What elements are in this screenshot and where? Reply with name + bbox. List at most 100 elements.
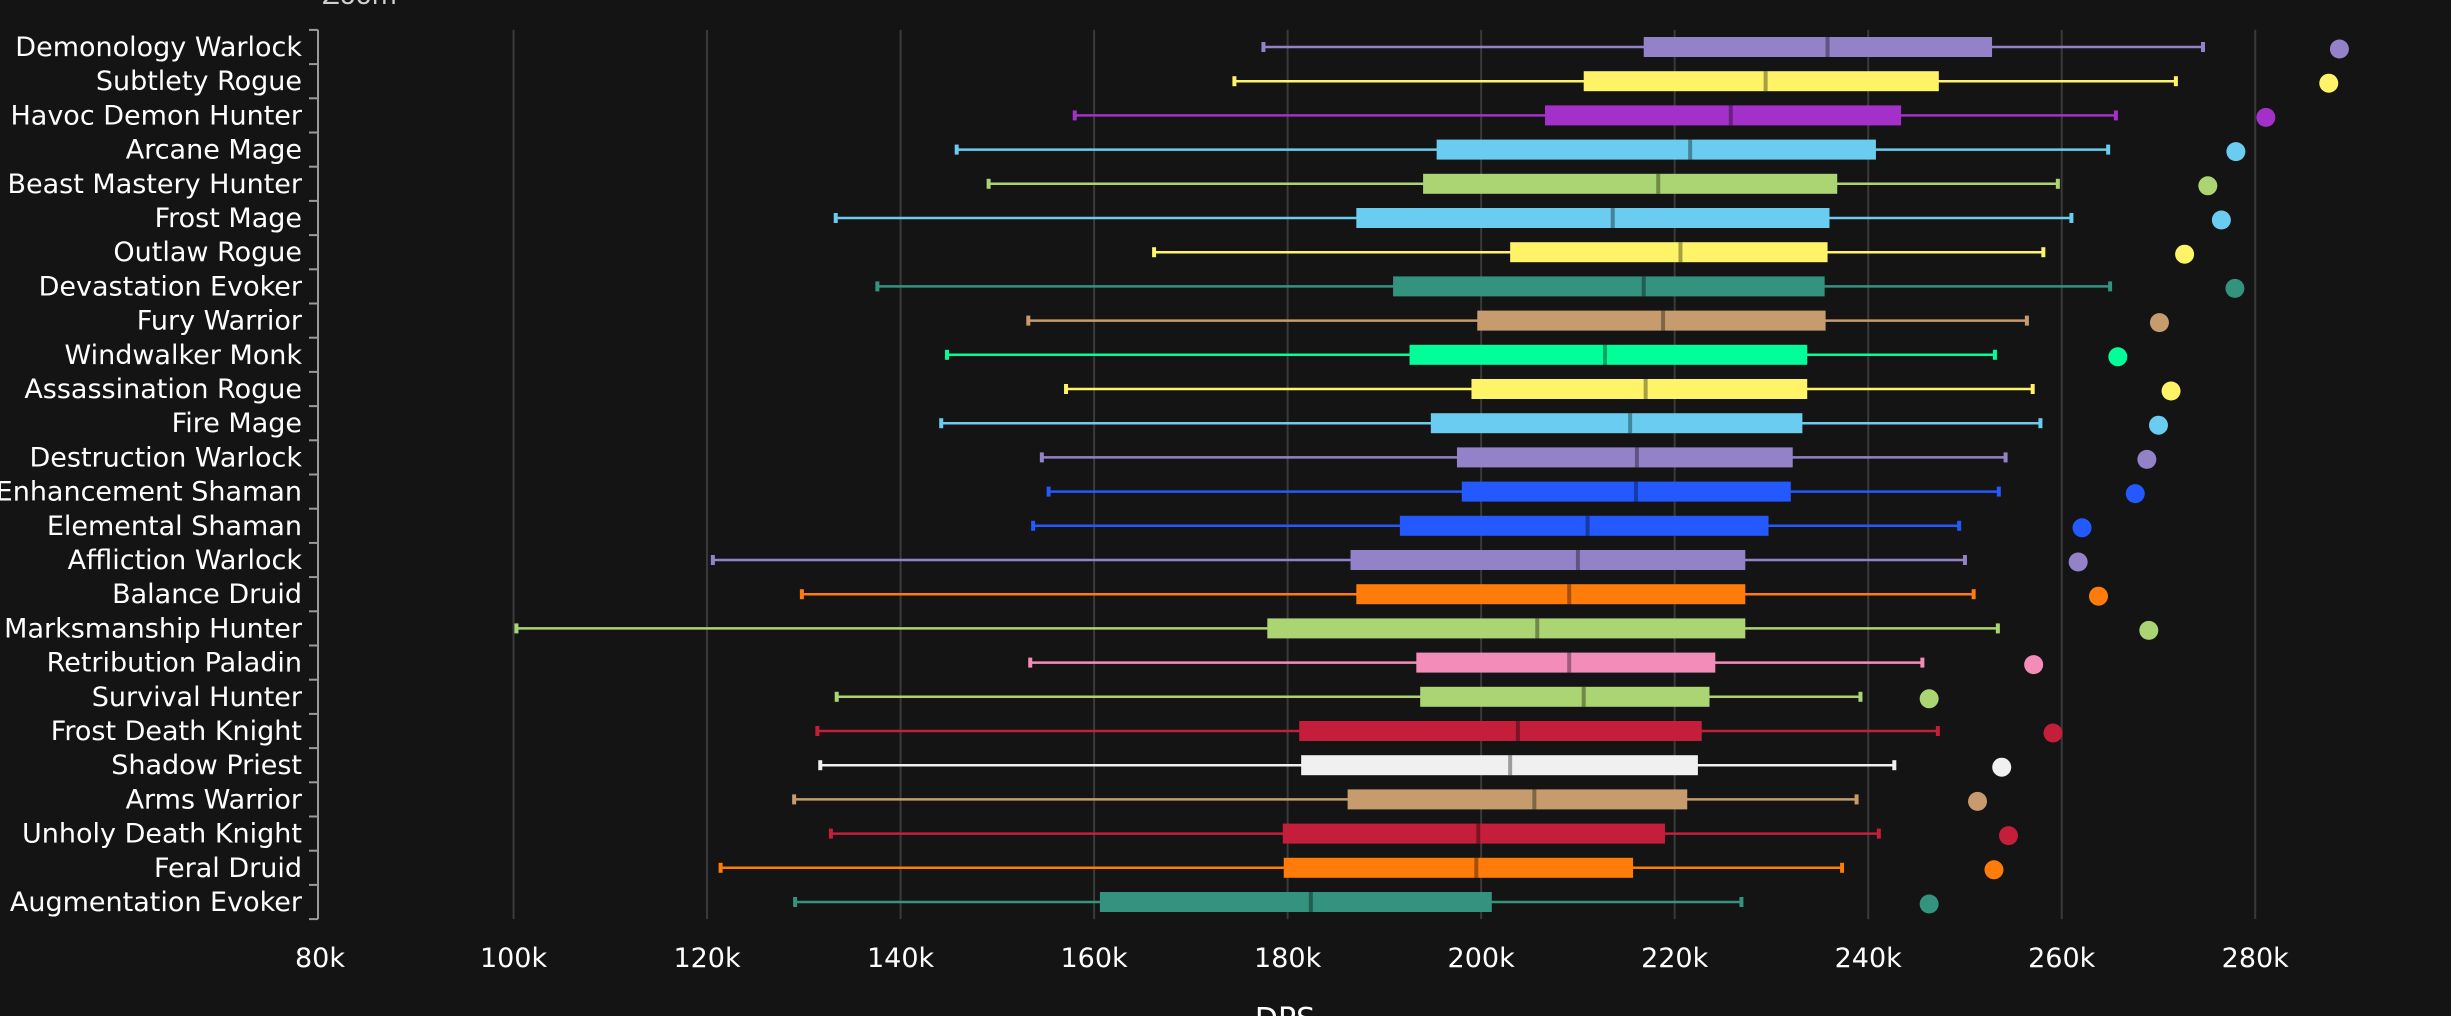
boxplot-row[interactable]: Frost Mage bbox=[155, 203, 2231, 234]
outlier-point[interactable] bbox=[1992, 757, 2012, 777]
outlier-point[interactable] bbox=[2068, 552, 2088, 572]
category-label: Elemental Shaman bbox=[47, 511, 302, 542]
boxplot-row[interactable]: Balance Druid bbox=[112, 579, 2108, 610]
outlier-point[interactable] bbox=[2108, 347, 2128, 367]
iqr-box[interactable] bbox=[1471, 379, 1808, 399]
iqr-box[interactable] bbox=[1350, 550, 1746, 570]
category-label: Affliction Warlock bbox=[68, 545, 303, 576]
category-label: Demonology Warlock bbox=[15, 32, 302, 63]
category-label: Retribution Paladin bbox=[47, 648, 302, 679]
outlier-point[interactable] bbox=[2329, 39, 2349, 59]
x-tick-label: 80k bbox=[295, 943, 345, 974]
boxplot-row[interactable]: Marksmanship Hunter bbox=[4, 613, 2159, 644]
iqr-box[interactable] bbox=[1356, 584, 1746, 605]
x-tick-label: 260k bbox=[2028, 943, 2096, 974]
boxplot-row[interactable]: Retribution Paladin bbox=[47, 648, 2044, 679]
iqr-box[interactable] bbox=[1510, 242, 1828, 263]
boxplot-row[interactable]: Beast Mastery Hunter bbox=[7, 169, 2218, 200]
iqr-box[interactable] bbox=[1356, 208, 1830, 228]
outlier-point[interactable] bbox=[2088, 586, 2108, 606]
iqr-box[interactable] bbox=[1545, 105, 1902, 126]
outlier-point[interactable] bbox=[2148, 415, 2168, 435]
boxplot-row[interactable]: Outlaw Rogue bbox=[113, 237, 2195, 268]
iqr-box[interactable] bbox=[1301, 755, 1698, 776]
boxplot-row[interactable]: Havoc Demon Hunter bbox=[10, 100, 2276, 131]
outlier-point[interactable] bbox=[2139, 620, 2159, 640]
outlier-point[interactable] bbox=[2198, 176, 2218, 196]
iqr-box[interactable] bbox=[1267, 618, 1746, 639]
iqr-box[interactable] bbox=[1393, 276, 1825, 297]
boxplot-row[interactable]: Arcane Mage bbox=[126, 135, 2246, 166]
category-label: Fury Warrior bbox=[137, 306, 303, 337]
category-label: Unholy Death Knight bbox=[22, 819, 302, 850]
category-label: Arms Warrior bbox=[126, 784, 303, 815]
iqr-box[interactable] bbox=[1283, 857, 1634, 878]
boxplot-row[interactable]: Fire Mage bbox=[172, 408, 2168, 439]
iqr-box[interactable] bbox=[1099, 892, 1492, 912]
iqr-box[interactable] bbox=[1461, 481, 1791, 502]
outlier-point[interactable] bbox=[2175, 244, 2195, 264]
x-tick-label: 160k bbox=[1061, 943, 1129, 974]
outlier-point[interactable] bbox=[2024, 655, 2044, 675]
boxplot-row[interactable]: Windwalker Monk bbox=[64, 340, 2128, 371]
zoom-label[interactable]: Zoom bbox=[322, 0, 397, 11]
iqr-box[interactable] bbox=[1583, 71, 1939, 92]
boxplot-row[interactable]: Demonology Warlock bbox=[15, 32, 2349, 63]
category-label: Shadow Priest bbox=[111, 750, 302, 781]
boxplot-row[interactable]: Devastation Evoker bbox=[39, 271, 2245, 302]
boxplot-row[interactable]: Elemental Shaman bbox=[47, 511, 2092, 542]
iqr-box[interactable] bbox=[1430, 413, 1803, 434]
outlier-point[interactable] bbox=[2256, 107, 2276, 127]
boxplot-row[interactable]: Enhancement Shaman bbox=[0, 477, 2145, 508]
iqr-box[interactable] bbox=[1477, 310, 1826, 331]
outlier-point[interactable] bbox=[1998, 826, 2018, 846]
boxplot-row[interactable]: Augmentation Evoker bbox=[10, 887, 1939, 918]
outlier-point[interactable] bbox=[2161, 381, 2181, 401]
outlier-point[interactable] bbox=[2072, 518, 2092, 538]
outlier-point[interactable] bbox=[2225, 278, 2245, 298]
grid-lines bbox=[512, 29, 2257, 920]
outlier-point[interactable] bbox=[2137, 449, 2157, 469]
iqr-box[interactable] bbox=[1436, 139, 1876, 160]
outlier-point[interactable] bbox=[2149, 313, 2169, 333]
category-label: Enhancement Shaman bbox=[0, 477, 302, 508]
outlier-point[interactable] bbox=[2125, 484, 2145, 504]
boxplot-row[interactable]: Arms Warrior bbox=[126, 784, 1988, 815]
iqr-box[interactable] bbox=[1420, 686, 1710, 707]
boxplot-row[interactable]: Destruction Warlock bbox=[29, 442, 2157, 473]
outlier-point[interactable] bbox=[2211, 210, 2231, 230]
outlier-point[interactable] bbox=[2319, 73, 2339, 93]
iqr-box[interactable] bbox=[1299, 721, 1702, 741]
boxplot-row[interactable]: Assassination Rogue bbox=[24, 374, 2181, 405]
category-label: Marksmanship Hunter bbox=[4, 613, 303, 644]
outlier-point[interactable] bbox=[1919, 894, 1939, 914]
boxplot-row[interactable]: Affliction Warlock bbox=[68, 545, 2088, 576]
axis: 80k 100k 120k 140k 160k 180k 200k 220k 240k 260k 2… bbox=[295, 28, 2289, 974]
iqr-box[interactable] bbox=[1282, 823, 1665, 844]
boxplot-row[interactable]: Subtlety Rogue bbox=[96, 66, 2339, 97]
boxplot-row[interactable]: Survival Hunter bbox=[92, 682, 1939, 713]
boxplot-row[interactable]: Unholy Death Knight bbox=[22, 819, 2018, 850]
iqr-box[interactable] bbox=[1347, 789, 1688, 810]
iqr-box[interactable] bbox=[1399, 515, 1769, 536]
category-label: Beast Mastery Hunter bbox=[7, 169, 302, 200]
iqr-box[interactable] bbox=[1409, 344, 1808, 365]
outlier-point[interactable] bbox=[1919, 689, 1939, 709]
category-label: Arcane Mage bbox=[126, 135, 302, 166]
iqr-box[interactable] bbox=[1456, 447, 1793, 468]
boxplot-row[interactable]: Feral Druid bbox=[154, 853, 2004, 884]
category-label: Augmentation Evoker bbox=[10, 887, 303, 918]
outlier-point[interactable] bbox=[2043, 723, 2063, 743]
boxplot-row[interactable]: Shadow Priest bbox=[111, 750, 2012, 781]
iqr-box[interactable] bbox=[1423, 173, 1838, 194]
category-label: Destruction Warlock bbox=[29, 442, 302, 473]
boxplot-row[interactable]: Frost Death Knight bbox=[51, 716, 2063, 747]
outlier-point[interactable] bbox=[2226, 142, 2246, 162]
boxplot-row[interactable]: Fury Warrior bbox=[137, 306, 2169, 337]
category-label: Fire Mage bbox=[172, 408, 302, 439]
outlier-point[interactable] bbox=[1984, 860, 2004, 880]
iqr-box[interactable] bbox=[1643, 37, 1993, 57]
iqr-box[interactable] bbox=[1416, 652, 1716, 673]
outlier-point[interactable] bbox=[1968, 791, 1988, 811]
